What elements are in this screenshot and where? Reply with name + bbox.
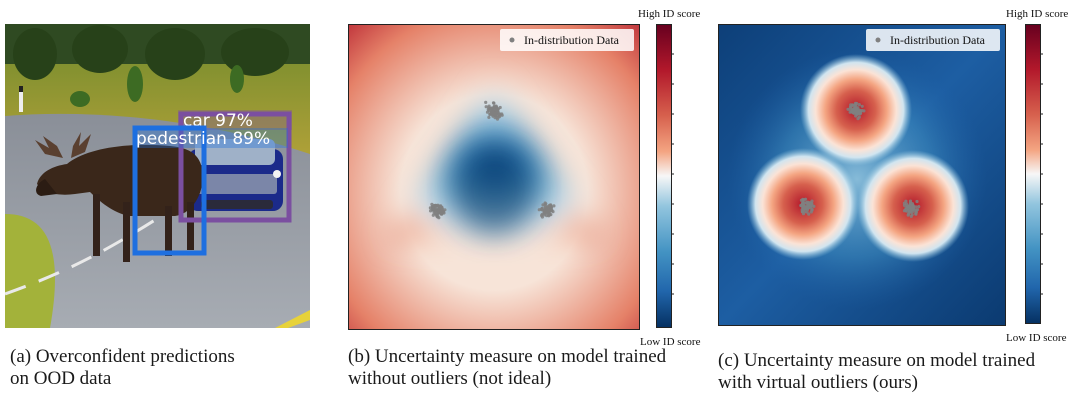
caption-b-line1: (b) Uncertainty measure on model trained — [348, 346, 667, 367]
id-sample-point — [540, 208, 544, 212]
id-sample-point — [432, 211, 436, 215]
id-sample-point — [801, 197, 805, 201]
colorbar-b-low-label: Low ID score — [640, 336, 701, 348]
id-sample-point — [484, 105, 488, 109]
id-sample-point — [862, 109, 866, 113]
pedestrian-detection-label: pedestrian 89% — [136, 129, 270, 149]
moose-shape — [35, 132, 203, 262]
id-sample-point — [537, 208, 541, 212]
id-sample-point — [543, 201, 547, 205]
id-sample-point — [487, 104, 491, 108]
id-sample-point — [854, 114, 858, 118]
id-sample-point — [801, 212, 806, 216]
id-sample-point — [543, 205, 547, 209]
id-sample-point — [910, 208, 914, 212]
id-sample-point — [438, 205, 442, 209]
colorbar-c — [1025, 24, 1043, 324]
id-sample-point — [802, 207, 806, 211]
id-sample-point — [441, 209, 446, 214]
id-sample-point — [489, 108, 493, 112]
id-sample-point — [905, 205, 910, 209]
id-cluster-top-c — [846, 101, 866, 121]
caption-c: (c) Uncertainty measure on model trained… — [718, 350, 1035, 394]
id-sample-point — [915, 199, 919, 204]
id-sample-point — [800, 202, 804, 206]
id-sample-point — [914, 208, 918, 212]
pedestrian-detection: pedestrian 89% — [132, 125, 288, 256]
id-sample-point — [904, 202, 909, 206]
id-sample-point — [434, 204, 438, 208]
colorbar-b — [656, 24, 674, 328]
car-detection: car 97% — [178, 110, 292, 223]
id-sample-point — [857, 103, 861, 107]
id-sample-point — [549, 205, 553, 209]
caption-a-line1: (a) Overconfident predictions — [10, 346, 235, 367]
panel-a-photo: car 97% pedestrian 89% — [4, 24, 310, 329]
id-cluster-left-c — [799, 197, 816, 216]
legend-c: In-distribution Data — [866, 29, 1000, 51]
colorbar-c-high-label: High ID score — [1006, 8, 1069, 20]
id-sample-point — [917, 205, 921, 209]
id-sample-point — [860, 104, 864, 108]
caption-a: (a) Overconfident predictions on OOD dat… — [10, 346, 235, 390]
id-sample-point — [545, 207, 549, 211]
id-sample-point — [430, 205, 434, 209]
id-sample-point — [484, 100, 488, 104]
legend-b-label: In-distribution Data — [524, 33, 620, 47]
legend-b: In-distribution Data — [500, 29, 634, 51]
id-sample-point — [911, 205, 915, 209]
id-sample-point — [851, 108, 855, 112]
id-sample-point — [496, 107, 500, 111]
id-sample-point — [904, 209, 908, 213]
id-sample-point — [810, 207, 814, 212]
id-sample-point — [856, 106, 860, 110]
id-cluster-right — [537, 201, 556, 219]
id-sample-point — [489, 111, 493, 115]
id-sample-point — [495, 110, 499, 114]
id-sample-point — [914, 205, 918, 209]
id-sample-point — [437, 216, 441, 220]
id-sample-point — [908, 201, 912, 205]
id-sample-point — [542, 210, 546, 214]
caption-b-line2: without outliers (not ideal) — [348, 368, 552, 389]
id-sample-point — [487, 108, 491, 113]
colorbar-c-low-label: Low ID score — [1006, 332, 1067, 344]
panel-b-heatmap: In-distribution Data — [348, 24, 640, 330]
car-shape — [188, 139, 283, 211]
id-sample-point — [858, 109, 862, 113]
caption-c-line1: (c) Uncertainty measure on model trained — [718, 350, 1036, 371]
id-sample-point — [498, 114, 502, 118]
id-sample-point — [909, 214, 913, 218]
id-sample-point — [812, 204, 816, 208]
id-cluster-top — [484, 100, 504, 121]
id-sample-point — [810, 199, 814, 203]
id-sample-point — [429, 209, 433, 213]
id-sample-point — [550, 209, 554, 213]
id-sample-point — [857, 115, 861, 119]
id-sample-point — [491, 101, 496, 105]
ood-photo-illustration: car 97% pedestrian 89% — [4, 24, 310, 329]
id-sample-point — [804, 197, 808, 201]
id-sample-point — [904, 199, 908, 203]
id-sample-point — [435, 212, 439, 216]
id-sample-point — [806, 201, 810, 205]
legend-c-label: In-distribution Data — [890, 33, 986, 47]
panel-c-heatmap: In-distribution Data — [718, 24, 1006, 326]
id-sample-point — [547, 213, 551, 217]
colorbar-b-high-label: High ID score — [638, 8, 701, 20]
caption-b: (b) Uncertainty measure on model trained… — [348, 346, 666, 390]
id-sample-point — [908, 205, 912, 210]
id-sample-point — [552, 204, 556, 208]
id-cluster-left — [428, 202, 447, 220]
id-sample-point — [431, 213, 435, 217]
id-sample-point — [437, 209, 441, 213]
caption-c-line2: with virtual outliers (ours) — [718, 372, 918, 393]
caption-a-line2: on OOD data — [10, 368, 112, 389]
id-cluster-right-c — [902, 199, 921, 218]
id-sample-point — [849, 105, 853, 109]
id-sample-point — [906, 212, 911, 216]
id-sample-point — [494, 104, 498, 108]
id-sample-point — [487, 115, 491, 119]
